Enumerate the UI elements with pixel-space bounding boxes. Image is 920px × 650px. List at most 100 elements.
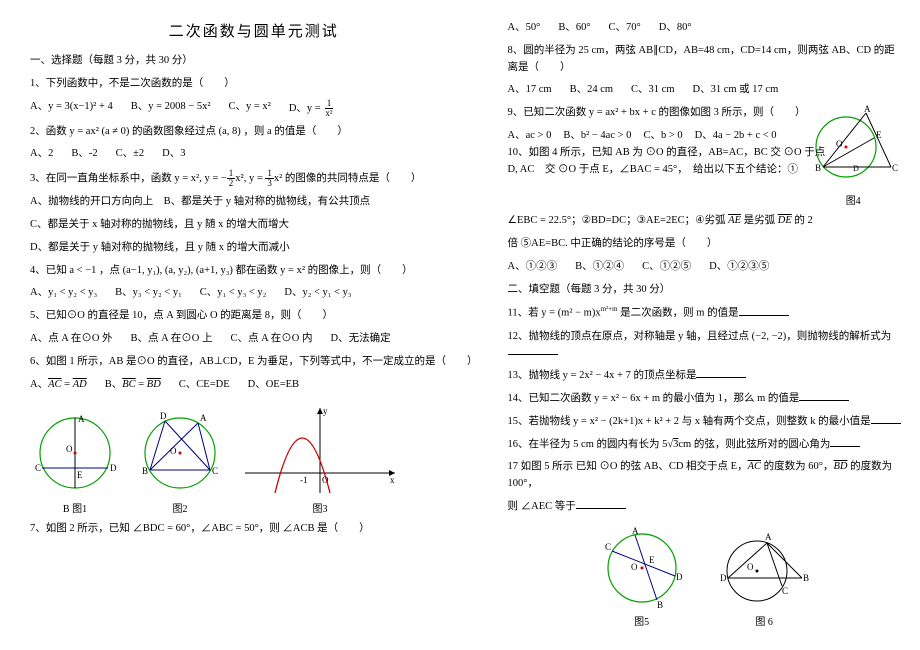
- q5-options: A、点 A 在⊙O 外 B、点 A 在⊙O 上 C、点 A 在⊙O 内 D、无法…: [30, 331, 478, 348]
- q6-opt-a: A、AC = AD: [30, 377, 87, 394]
- page-title: 二次函数与圆单元测试: [30, 20, 478, 41]
- q15: 15、若抛物线 y = x² − (2k+1)x + k² + 2 与 x 轴有…: [508, 414, 901, 431]
- q5-opt-c: C、点 A 在⊙O 内: [231, 331, 313, 348]
- q11-blank: [739, 306, 789, 316]
- q3-opt-c: C、都是关于 x 轴对称的抛物线，且 y 随 x 的增大而增大: [30, 217, 478, 234]
- q12-blank: [508, 345, 558, 355]
- q6-options: A、AC = AD B、BC = BD C、CE=DE D、OE=EB: [30, 377, 478, 394]
- q2-stem: 2、函数 y = ax² (a ≠ 0) 的函数图象经过点 (a, 8) ，则 …: [30, 124, 478, 141]
- svg-text:A: A: [765, 532, 772, 542]
- svg-text:E: E: [649, 555, 655, 565]
- q5-stem: 5、已知⊙O 的直径是 10，点 A 到圆心 O 的距离是 8，则（ ）: [30, 308, 478, 325]
- q6-opt-c: C、CE=DE: [179, 377, 230, 394]
- q9-opt-c: C、b > 0: [643, 128, 682, 145]
- q1-opt-b: B、y = 2008 − 5x²: [131, 99, 211, 118]
- q4-opt-b: B、y₃ < y₂ < y₁: [115, 285, 182, 302]
- q1-opt-d: D、y = 1x²: [289, 99, 335, 118]
- q4-options: A、y₁ < y₂ < y₃ B、y₃ < y₂ < y₁ C、y₁ < y₃ …: [30, 285, 478, 302]
- svg-text:C: C: [782, 586, 788, 596]
- svg-text:A: A: [200, 413, 207, 423]
- section-2-header: 二、填空题（每题 3 分，共 30 分）: [508, 282, 901, 299]
- q3-stem: 3、在同一直角坐标系中，函数 y = x², y = −12x², y = 13…: [30, 169, 478, 188]
- q2-opt-d: D、3: [162, 146, 185, 163]
- q7-stem: 7、如图 2 所示，已知 ∠BDC = 60°，∠ABC = 50°，则 ∠AC…: [30, 521, 478, 538]
- svg-text:D: D: [160, 411, 167, 421]
- q4-opt-a: A、y₁ < y₂ < y₃: [30, 285, 97, 302]
- svg-text:O: O: [747, 562, 754, 572]
- q8-opt-b: B、24 cm: [570, 82, 613, 99]
- q10-options: A、①②③ B、①②④ C、①②⑤ D、①②③⑤: [508, 259, 901, 276]
- svg-text:B: B: [142, 466, 148, 476]
- q13-blank: [696, 368, 746, 378]
- q5-opt-b: B、点 A 在⊙O 上: [131, 331, 213, 348]
- q4-stem: 4、已知 a < −1 ，点 (a−1, y₁), (a, y₂), (a+1,…: [30, 263, 478, 280]
- q7-opt-c: C、70°: [609, 20, 641, 37]
- figure-2: D A B C O 图2: [130, 408, 230, 515]
- q8-stem: 8、圆的半径为 25 cm，两弦 AB∥CD，AB=48 cm，CD=14 cm…: [508, 43, 901, 77]
- q10-line3: ∠EBC = 22.5°；②BD=DC；③AE=2EC；④劣弧 AE 是劣弧 D…: [508, 213, 901, 230]
- q16: 16、在半径为 5 cm 的圆内有长为 5√3cm 的弦，则此弦所对的圆心角为: [508, 437, 901, 454]
- q7-opt-a: A、50°: [508, 20, 541, 37]
- q9-opt-b: B、b² − 4ac > 0: [563, 128, 631, 145]
- q4-opt-c: C、y₁ < y₃ < y₂: [200, 285, 267, 302]
- figure-5: A C D B O E 图5: [597, 526, 687, 628]
- svg-text:D: D: [720, 573, 727, 583]
- figure-1: A O C D E B 图1: [30, 408, 120, 515]
- svg-text:D: D: [110, 463, 117, 473]
- q1-opt-c: C、y = x²: [229, 99, 271, 118]
- q10-line4: 倍 ⑤AE=BC. 中正确的结论的序号是（ ）: [508, 236, 901, 253]
- q3-opt-ab: A、抛物线的开口方向向上 B、都是关于 y 轴对称的抛物线，有公共顶点: [30, 194, 478, 211]
- svg-text:E: E: [876, 130, 882, 140]
- left-column: 二次函数与圆单元测试 一、选择题（每题 3 分，共 30 分） 1、下列函数中，…: [30, 20, 493, 630]
- q9-options: A、ac > 0 B、b² − 4ac > 0 C、b > 0 D、4a − 2…: [508, 128, 800, 145]
- q2-opt-b: B、-2: [71, 146, 97, 163]
- q8-opt-a: A、17 cm: [508, 82, 552, 99]
- q3-opt-d: D、都是关于 y 轴对称的抛物线，且 y 随 x 的增大而减小: [30, 240, 478, 257]
- svg-text:B: B: [815, 163, 821, 173]
- q2-opt-c: C、±2: [116, 146, 145, 163]
- svg-text:O: O: [66, 444, 73, 454]
- svg-text:O: O: [631, 562, 638, 572]
- q5-opt-a: A、点 A 在⊙O 外: [30, 331, 113, 348]
- svg-text:O: O: [836, 139, 843, 149]
- q2-opt-a: A、2: [30, 146, 53, 163]
- q9-opt-a: A、ac > 0: [508, 128, 552, 145]
- figure-6: A D B O C 图 6: [717, 526, 812, 628]
- q10-opt-d: D、①②③⑤: [709, 259, 769, 276]
- q8-options: A、17 cm B、24 cm C、31 cm D、31 cm 或 17 cm: [508, 82, 901, 99]
- figure-row-2: A C D B O E 图5 A D B O C: [508, 526, 901, 628]
- figure-row-1: A O C D E B 图1 D A B C O: [30, 403, 478, 515]
- q17-line1: 17 如图 5 所示 已知 ⊙O 的弦 AB、CD 相交于点 E，AC 的度数为…: [508, 459, 901, 493]
- q7-options: A、50° B、60° C、70° D、80°: [508, 20, 901, 37]
- q7-opt-d: D、80°: [659, 20, 692, 37]
- q12: 12、抛物线的顶点在原点，对称轴是 y 轴，且经过点 (−2, −2)，则抛物线…: [508, 329, 901, 363]
- svg-text:A: A: [78, 414, 85, 424]
- svg-text:C: C: [892, 163, 898, 173]
- svg-text:B: B: [803, 573, 809, 583]
- q10-opt-c: C、①②⑤: [642, 259, 691, 276]
- q13: 13、抛物线 y = 2x² − 4x + 7 的顶点坐标是: [508, 368, 901, 385]
- q6-opt-b: B、BC = BD: [105, 377, 161, 394]
- q7-opt-b: B、60°: [558, 20, 590, 37]
- q9-q10-block: A B C O E D 图4 9、已知二次函数 y = ax² + bx + c…: [508, 105, 901, 207]
- svg-text:B: B: [657, 600, 663, 610]
- q5-opt-d: D、无法确定: [330, 331, 390, 348]
- svg-text:x: x: [390, 475, 395, 485]
- svg-text:D: D: [676, 572, 683, 582]
- q1-options: A、y = 3(x−1)² + 4 B、y = 2008 − 5x² C、y =…: [30, 99, 478, 118]
- q14-blank: [799, 391, 849, 401]
- q8-opt-c: C、31 cm: [631, 82, 674, 99]
- q9-opt-d: D、4a − 2b + c < 0: [695, 128, 777, 145]
- q17-line2: 则 ∠AEC 等于: [508, 499, 901, 516]
- q4-opt-d: D、y₂ < y₁ < y₃: [284, 285, 351, 302]
- q15-blank: [871, 414, 901, 424]
- svg-text:C: C: [212, 466, 218, 476]
- right-column: A、50° B、60° C、70° D、80° 8、圆的半径为 25 cm，两弦…: [493, 20, 901, 630]
- q10-opt-b: B、①②④: [575, 259, 624, 276]
- svg-text:O: O: [322, 475, 329, 485]
- q16-blank: [830, 437, 860, 447]
- q1-opt-a: A、y = 3(x−1)² + 4: [30, 99, 113, 118]
- svg-text:y: y: [323, 406, 328, 416]
- q8-opt-d: D、31 cm 或 17 cm: [693, 82, 779, 99]
- q17-blank: [576, 499, 626, 509]
